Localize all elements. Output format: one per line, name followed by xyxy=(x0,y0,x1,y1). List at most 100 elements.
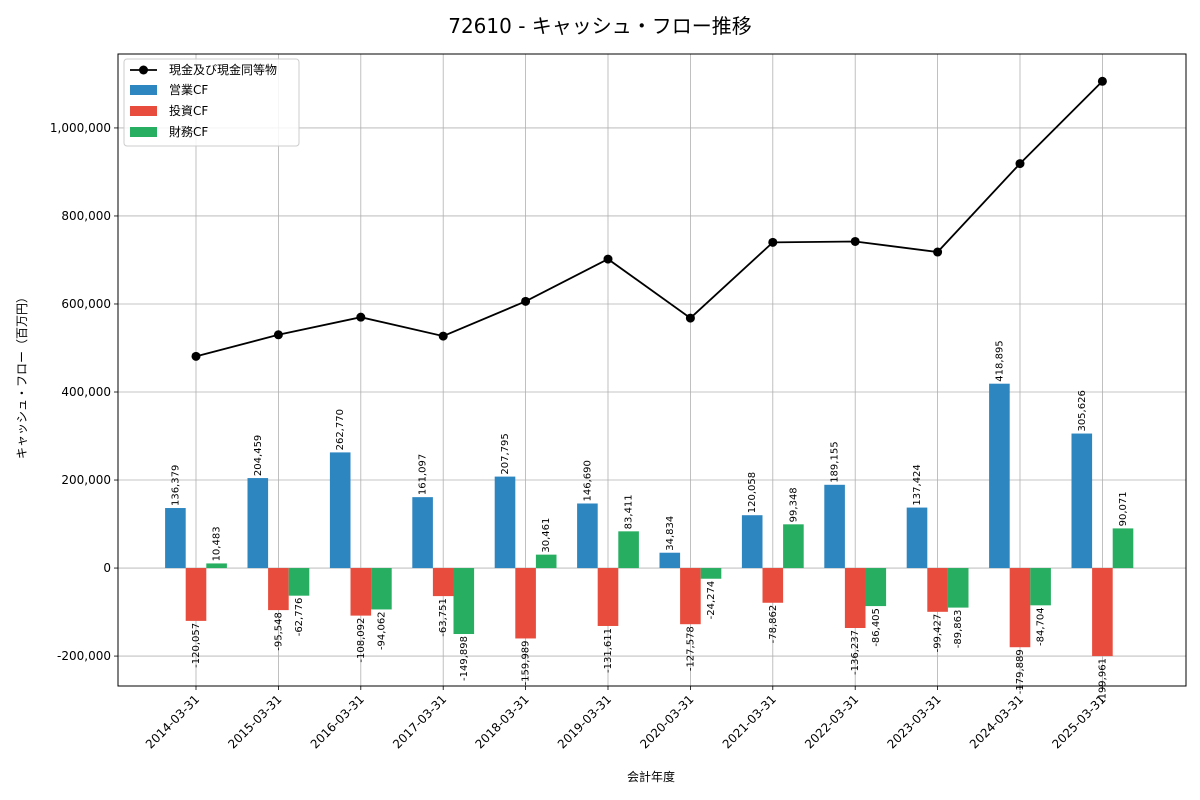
plot-area-frame xyxy=(117,53,1187,687)
bar-data-label: 207,795 xyxy=(500,433,511,474)
bar-data-label: 90,071 xyxy=(1118,491,1129,526)
bar-financing xyxy=(618,531,639,569)
bar-data-label: -149,898 xyxy=(459,636,470,681)
bar-data-label: -179,889 xyxy=(1015,649,1026,694)
bar-data-label: 305,626 xyxy=(1077,390,1088,431)
x-tick-label: 2023-03-31 xyxy=(885,692,944,751)
bar-operating xyxy=(741,515,763,569)
x-tick-label: 2025-03-31 xyxy=(1049,692,1108,751)
cash-equivalents-point xyxy=(850,236,860,246)
x-tick-label: 2015-03-31 xyxy=(225,692,284,751)
bar-investing xyxy=(432,568,454,597)
x-tick-label: 2024-03-31 xyxy=(967,692,1026,751)
bar-financing xyxy=(288,568,310,596)
bar-financing xyxy=(700,568,722,579)
cash-equivalents-point xyxy=(191,351,201,361)
bar-operating xyxy=(329,452,351,569)
bar-data-label: 189,155 xyxy=(830,441,841,482)
x-tick-label: 2018-03-31 xyxy=(473,692,532,751)
bar-data-label: -127,578 xyxy=(685,626,696,671)
bar-data-label: 83,411 xyxy=(624,494,635,529)
bar-financing xyxy=(783,524,804,569)
bar-data-label: -159,989 xyxy=(521,640,532,685)
bar-layer xyxy=(165,383,1134,657)
bar-investing xyxy=(597,568,619,626)
bar-data-label: -24,274 xyxy=(706,581,717,620)
bar-data-label: -63,751 xyxy=(438,598,449,637)
bar-data-label: -108,092 xyxy=(356,618,367,663)
bar-data-label: -89,863 xyxy=(953,610,964,649)
cash-equivalents-point xyxy=(1015,159,1025,169)
x-tick-label: 2021-03-31 xyxy=(720,692,779,751)
bar-investing xyxy=(680,568,701,625)
bar-investing xyxy=(927,568,948,612)
bar-data-label: 30,461 xyxy=(541,518,552,553)
x-tick-label: 2014-03-31 xyxy=(143,692,202,751)
cash-equivalents-point xyxy=(933,247,943,257)
y-axis-label: キャッシュ・フロー（百万円） xyxy=(15,291,29,459)
bar-financing xyxy=(1112,528,1134,569)
y-tick-label: 800,000 xyxy=(61,209,111,223)
bar-operating xyxy=(1071,433,1093,569)
bar-data-label: -78,862 xyxy=(768,605,779,644)
bar-data-label: 136,379 xyxy=(170,465,181,506)
cash-equivalents-line xyxy=(195,80,1104,358)
cash-equivalents-point xyxy=(768,237,778,247)
legend-line-marker xyxy=(139,65,148,75)
bar-operating xyxy=(494,476,516,569)
bar-data-label: -120,057 xyxy=(191,623,202,668)
y-tick-label: -200,000 xyxy=(57,649,111,663)
bar-financing xyxy=(947,568,969,608)
bar-investing xyxy=(844,568,866,629)
bar-data-label: -199,961 xyxy=(1097,658,1108,703)
legend-label-cash: 現金及び現金同等物 xyxy=(169,62,277,77)
bar-operating xyxy=(247,478,269,569)
legend-label: 財務CF xyxy=(169,124,208,139)
bar-investing xyxy=(268,568,289,611)
bar-financing xyxy=(453,568,475,635)
bar-investing xyxy=(350,568,372,616)
legend-swatch xyxy=(130,85,157,95)
legend-label: 投資CF xyxy=(169,103,208,118)
legend-box xyxy=(123,58,300,147)
bar-financing xyxy=(371,568,392,610)
legend-swatch xyxy=(130,106,157,116)
bar-financing xyxy=(1030,568,1051,606)
bar-operating xyxy=(412,497,433,569)
y-tick-label: 600,000 xyxy=(61,297,111,311)
data-label-layer: 136,379 204,459 262,770 161,097 207,795 146,6… xyxy=(170,340,1129,703)
bar-data-label: 418,895 xyxy=(994,340,1005,381)
bar-operating xyxy=(659,552,681,569)
bar-operating xyxy=(906,507,928,569)
legend-label: 営業CF xyxy=(169,83,208,97)
x-tick-label: 2022-03-31 xyxy=(802,692,861,751)
cash-equivalents-point xyxy=(521,296,531,306)
cash-equivalents-point xyxy=(356,312,366,322)
bar-data-label: 10,483 xyxy=(212,526,223,561)
x-axis-label: 会計年度 xyxy=(627,769,675,784)
bar-data-label: 137,424 xyxy=(912,464,923,505)
cash-equivalents-point xyxy=(273,330,283,340)
cash-equivalents-point xyxy=(438,331,448,341)
bar-data-label: -131,611 xyxy=(603,628,614,673)
bar-investing xyxy=(515,568,536,639)
bar-data-label: -136,237 xyxy=(850,630,861,675)
x-tick-label: 2017-03-31 xyxy=(390,692,449,751)
bar-investing xyxy=(762,568,784,603)
bar-investing xyxy=(1092,568,1113,657)
legend-swatch xyxy=(130,127,157,137)
bar-data-label: 161,097 xyxy=(418,454,429,495)
bar-data-label: 34,834 xyxy=(665,516,676,551)
bar-data-label: 120,058 xyxy=(747,472,758,513)
bar-investing xyxy=(185,568,207,621)
bar-financing xyxy=(535,554,557,569)
bar-investing xyxy=(1009,568,1031,648)
y-tick-label: 400,000 xyxy=(61,385,111,399)
cash-equivalents-point xyxy=(1097,76,1107,86)
y-tick-label: 200,000 xyxy=(61,473,111,487)
x-tick-label: 2020-03-31 xyxy=(637,692,696,751)
x-tick-label: 2016-03-31 xyxy=(308,692,367,751)
bar-data-label: -84,704 xyxy=(1036,607,1047,646)
bar-data-label: -99,427 xyxy=(933,614,944,653)
